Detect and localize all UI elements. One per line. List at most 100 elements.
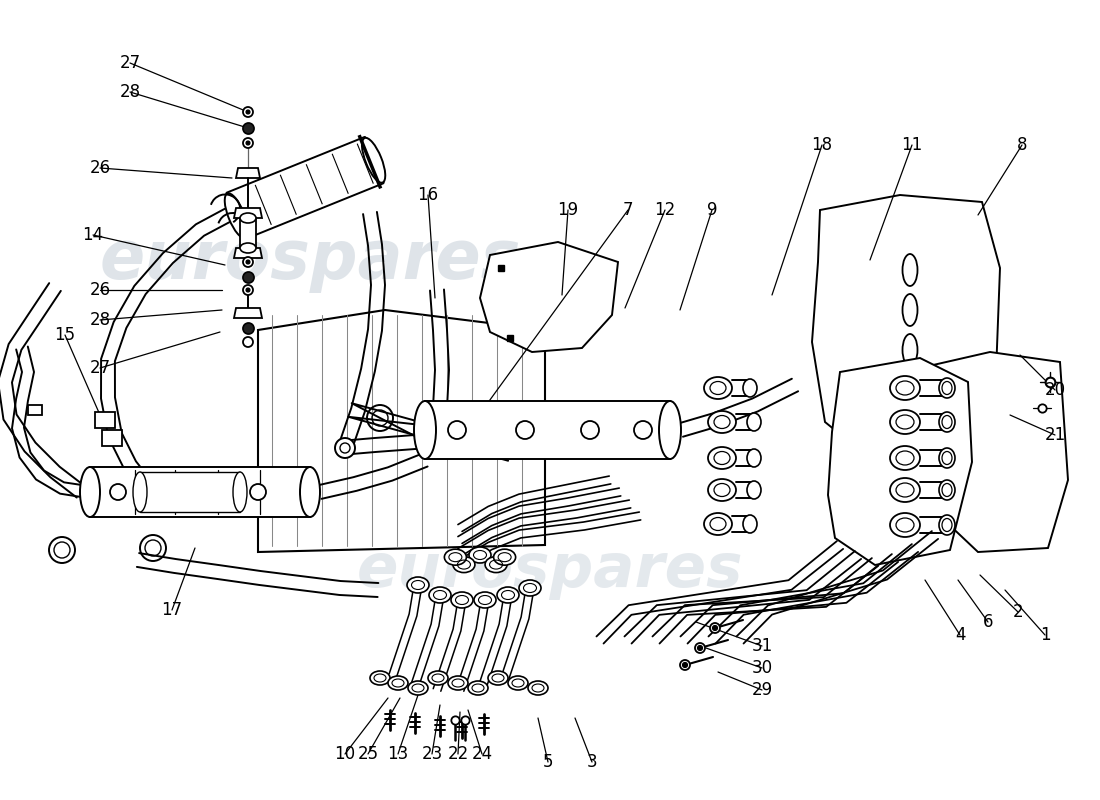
Ellipse shape xyxy=(939,480,955,500)
Ellipse shape xyxy=(240,243,256,253)
Text: 1: 1 xyxy=(1040,626,1050,644)
Ellipse shape xyxy=(890,410,920,434)
Ellipse shape xyxy=(939,515,955,535)
Text: 25: 25 xyxy=(358,745,378,763)
Ellipse shape xyxy=(939,378,955,398)
Circle shape xyxy=(243,337,253,347)
Text: 12: 12 xyxy=(654,201,675,219)
Text: 11: 11 xyxy=(901,136,923,154)
Circle shape xyxy=(246,260,250,264)
Ellipse shape xyxy=(939,412,955,432)
Polygon shape xyxy=(28,405,42,415)
Polygon shape xyxy=(236,168,260,178)
Polygon shape xyxy=(920,352,1068,552)
Text: 20: 20 xyxy=(1044,381,1066,399)
Ellipse shape xyxy=(469,547,491,563)
Circle shape xyxy=(516,421,534,439)
Polygon shape xyxy=(95,412,116,428)
Text: 17: 17 xyxy=(162,601,183,619)
Text: 26: 26 xyxy=(89,281,111,299)
Circle shape xyxy=(243,107,253,117)
Ellipse shape xyxy=(468,681,488,695)
Ellipse shape xyxy=(902,334,917,366)
Text: 18: 18 xyxy=(812,136,833,154)
Ellipse shape xyxy=(708,479,736,501)
Polygon shape xyxy=(828,358,972,565)
Ellipse shape xyxy=(890,446,920,470)
Text: 14: 14 xyxy=(82,226,103,244)
Text: 3: 3 xyxy=(586,753,597,771)
Ellipse shape xyxy=(444,549,466,565)
Polygon shape xyxy=(234,248,262,258)
Text: 27: 27 xyxy=(120,54,141,72)
Text: 10: 10 xyxy=(334,745,355,763)
Polygon shape xyxy=(102,430,122,446)
Ellipse shape xyxy=(747,413,761,431)
Ellipse shape xyxy=(508,676,528,690)
Text: 24: 24 xyxy=(472,745,493,763)
Polygon shape xyxy=(425,401,670,459)
Ellipse shape xyxy=(742,515,757,533)
Circle shape xyxy=(246,288,250,292)
Ellipse shape xyxy=(939,448,955,468)
Text: 28: 28 xyxy=(89,311,111,329)
Ellipse shape xyxy=(133,472,147,512)
Text: 21: 21 xyxy=(1044,426,1066,444)
Circle shape xyxy=(695,643,705,653)
Ellipse shape xyxy=(890,513,920,537)
Circle shape xyxy=(634,421,652,439)
Circle shape xyxy=(243,285,253,295)
Circle shape xyxy=(697,646,703,650)
Polygon shape xyxy=(240,218,256,248)
Ellipse shape xyxy=(224,194,248,238)
Ellipse shape xyxy=(451,592,473,608)
Text: 8: 8 xyxy=(1016,136,1027,154)
Ellipse shape xyxy=(902,254,917,286)
Text: 9: 9 xyxy=(706,201,717,219)
Text: 7: 7 xyxy=(623,201,634,219)
Circle shape xyxy=(246,110,250,114)
Ellipse shape xyxy=(488,671,508,685)
Ellipse shape xyxy=(902,374,917,406)
Ellipse shape xyxy=(407,577,429,593)
Circle shape xyxy=(710,623,720,633)
Circle shape xyxy=(250,484,266,500)
Circle shape xyxy=(336,438,355,458)
Ellipse shape xyxy=(448,676,468,690)
Circle shape xyxy=(581,421,600,439)
Ellipse shape xyxy=(528,681,548,695)
Ellipse shape xyxy=(370,671,390,685)
Ellipse shape xyxy=(704,377,732,399)
Text: 28: 28 xyxy=(120,83,141,101)
Text: 16: 16 xyxy=(417,186,439,204)
Text: eurospares: eurospares xyxy=(356,541,744,599)
Text: 29: 29 xyxy=(751,681,772,699)
Text: 30: 30 xyxy=(751,659,772,677)
Ellipse shape xyxy=(408,681,428,695)
Ellipse shape xyxy=(747,481,761,499)
Polygon shape xyxy=(234,308,262,318)
Text: eurospares: eurospares xyxy=(99,227,520,293)
Ellipse shape xyxy=(708,447,736,469)
Text: 2: 2 xyxy=(1013,603,1023,621)
Circle shape xyxy=(682,662,688,667)
Ellipse shape xyxy=(414,401,436,459)
Text: 22: 22 xyxy=(448,745,469,763)
Ellipse shape xyxy=(453,557,475,573)
Ellipse shape xyxy=(474,592,496,608)
Text: 13: 13 xyxy=(387,745,408,763)
Circle shape xyxy=(110,484,126,500)
Ellipse shape xyxy=(428,671,448,685)
Circle shape xyxy=(246,141,250,145)
Polygon shape xyxy=(258,310,544,552)
Circle shape xyxy=(680,660,690,670)
Ellipse shape xyxy=(240,213,256,223)
Ellipse shape xyxy=(300,467,320,517)
Ellipse shape xyxy=(519,580,541,596)
Ellipse shape xyxy=(362,138,385,182)
Text: 15: 15 xyxy=(54,326,76,344)
Ellipse shape xyxy=(890,376,920,400)
Polygon shape xyxy=(480,242,618,352)
Text: 6: 6 xyxy=(982,613,993,631)
Ellipse shape xyxy=(704,513,732,535)
